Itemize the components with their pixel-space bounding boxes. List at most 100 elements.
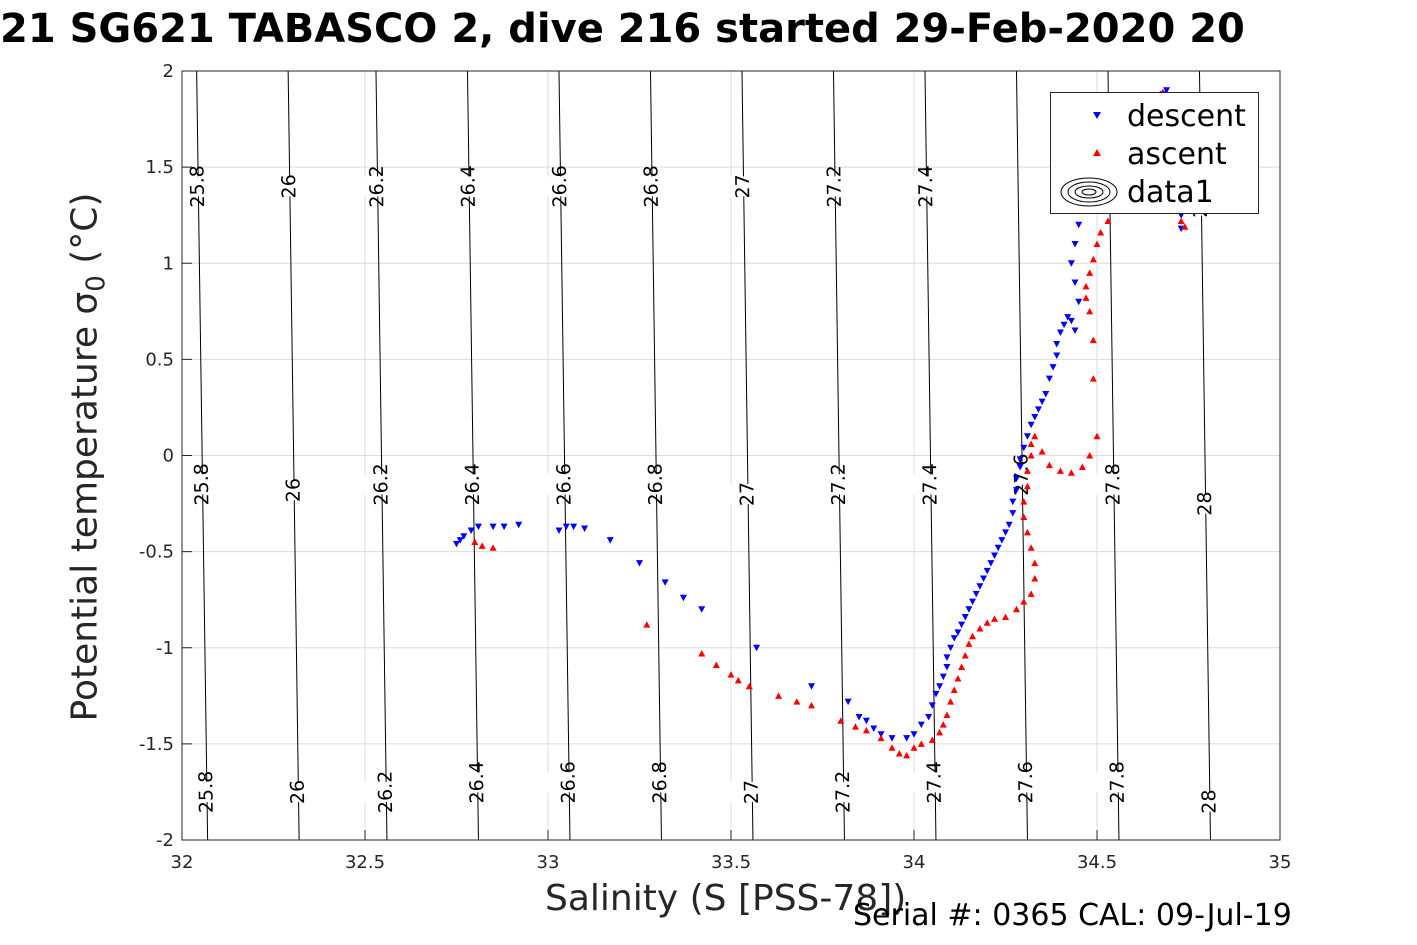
contour-label-bg [1092, 771, 1144, 793]
contour-label-bg [273, 781, 324, 803]
data-point-descent [903, 735, 911, 742]
data-point-ascent [478, 542, 486, 549]
data-point-descent [972, 590, 980, 598]
data-point-ascent [1031, 559, 1039, 567]
data-point-descent [636, 560, 643, 567]
data-point-ascent [808, 701, 816, 709]
contour-label: 27.8 [1102, 463, 1125, 506]
data-point-descent [1016, 464, 1024, 471]
data-point-ascent [936, 728, 944, 736]
contour-label-bg [818, 781, 869, 803]
data-point-descent [950, 635, 958, 642]
contour-label-bg [997, 464, 1048, 486]
x-tick-label: 33 [537, 852, 560, 873]
data-point-ascent [1078, 463, 1086, 471]
data-point-descent [1067, 317, 1075, 325]
contour-label-bg [809, 175, 861, 197]
contour-line [466, 70, 479, 841]
data-point-descent [983, 567, 991, 575]
data-point-descent [855, 713, 863, 721]
data-point-descent [936, 683, 944, 690]
data-point-ascent [943, 711, 951, 719]
x-axis-label: Salinity (S [PSS-78]) [545, 878, 907, 919]
data-point-descent [562, 523, 570, 531]
contour-label-bg [443, 175, 495, 197]
data-point-descent [581, 525, 589, 533]
data-point-descent [980, 575, 988, 583]
data-point-ascent [489, 544, 497, 551]
contour-rings-icon [1060, 177, 1118, 207]
contour-label-bg [718, 175, 769, 197]
contour-label-bg [177, 473, 228, 495]
data-point-ascent [961, 651, 969, 659]
data-point-ascent [1031, 432, 1039, 440]
contour-label: 27.8 [1106, 761, 1129, 804]
data-point-ascent [939, 721, 947, 728]
data-point-descent [1012, 475, 1020, 483]
contour-label: 26.4 [457, 165, 480, 208]
data-point-descent [606, 537, 614, 544]
contour-label-bg [901, 175, 952, 197]
contour-line [375, 70, 388, 841]
contour-label: 27 [741, 780, 763, 804]
data-point-ascent [1031, 575, 1039, 582]
contour-line [741, 70, 754, 841]
data-point-descent [1020, 444, 1028, 452]
contour-label: 26.2 [370, 463, 393, 506]
x-tick-label: 35 [1269, 852, 1292, 873]
grid-lines [182, 71, 1280, 840]
contour-line [558, 70, 571, 841]
data-point-ascent [793, 698, 801, 705]
data-point-descent [976, 583, 984, 590]
data-point-descent [1075, 221, 1083, 229]
contour-label: 25.8 [191, 463, 214, 506]
data-point-descent [698, 606, 706, 613]
y-tick-label: 0.5 [145, 349, 174, 370]
contour-label: 25.8 [195, 771, 218, 814]
data-point-descent [947, 644, 955, 652]
data-point-descent [1163, 87, 1171, 94]
data-point-ascent [947, 698, 955, 705]
y-tick-label: -2 [156, 830, 174, 851]
data-point-descent [939, 673, 947, 681]
contour-label-bg [909, 771, 961, 793]
data-point-ascent [745, 682, 753, 690]
contour-line [924, 70, 937, 841]
data-point-ascent [991, 615, 999, 622]
data-point-descent [1071, 279, 1079, 286]
contour-label: 25.8 [186, 165, 209, 208]
contour-label: 27.6 [1015, 761, 1038, 804]
contour-label-bg [1180, 493, 1231, 514]
data-point-descent [877, 731, 885, 738]
data-point-descent [998, 537, 1006, 544]
contour-label: 26 [287, 780, 309, 804]
contour-label-bg [448, 473, 499, 495]
data-point-ascent [1027, 452, 1035, 459]
chart-title: 21 SG621 TABASCO 2, dive 216 started 29-… [0, 6, 1245, 52]
y-tick-label: -0.5 [139, 542, 174, 563]
contour-label: 27.4 [919, 463, 942, 506]
data-point-ascent [1020, 598, 1028, 605]
contour-label: 26 [278, 174, 300, 198]
data-point-descent [958, 621, 966, 629]
data-point-ascent [928, 736, 936, 744]
data-point-ascent [1023, 467, 1031, 474]
serial-cal-footer: Serial #: 0365 CAL: 09-Jul-19 [853, 898, 1292, 933]
x-tick-label: 34 [903, 852, 926, 873]
contour-label-bg [352, 175, 403, 197]
y-tick-label: -1.5 [139, 734, 174, 755]
data-point-descent [969, 598, 977, 606]
data-point-ascent [1181, 223, 1189, 230]
contour-label-bg [722, 483, 774, 505]
y-axis-label: Potential temperature σ0 (°C) [64, 192, 112, 722]
data-point-ascent [1086, 452, 1094, 459]
data-point-ascent [1093, 240, 1101, 248]
data-point-ascent [643, 621, 651, 628]
data-point-ascent [969, 632, 977, 640]
data-point-descent [1042, 390, 1050, 398]
legend: descent ascent data1 [1050, 92, 1259, 214]
triangle-up-icon [1093, 149, 1101, 156]
contour-label-bg [635, 771, 686, 793]
data-point-ascent [698, 650, 706, 657]
